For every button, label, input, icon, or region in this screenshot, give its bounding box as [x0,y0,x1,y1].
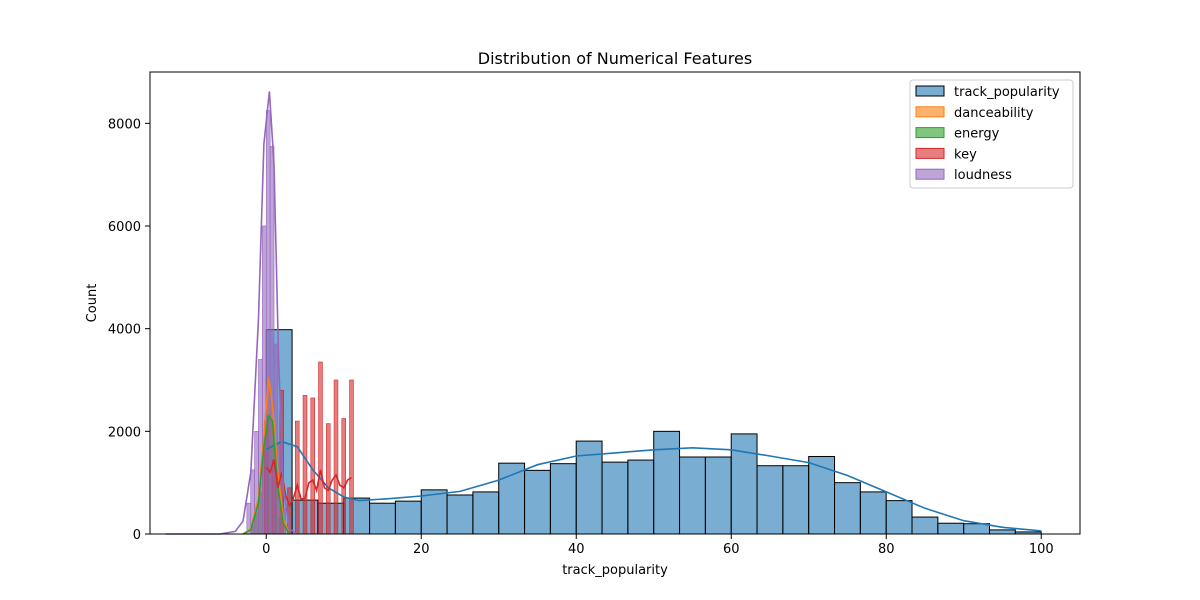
plot-area [165,91,1042,535]
bar-track_popularity [859,491,887,535]
bar-key [295,420,300,535]
y-tick-label: 8000 [108,117,141,132]
bar-loudness [262,225,267,535]
bar-loudness [258,359,263,535]
bar-track_popularity [653,430,681,535]
bar-track_popularity [808,455,836,535]
x-tick-label: 100 [1029,542,1054,557]
x-axis-label: track_popularity [562,563,668,578]
x-tick-label: 60 [723,542,740,557]
bar-key [341,418,346,535]
bar-track_popularity [394,500,422,535]
kde-line-track_popularity [265,440,1042,532]
x-tick-label: 40 [568,542,585,557]
y-axis-label: Count [85,284,100,323]
legend-swatch-energy [915,127,945,139]
bar-track_popularity [575,440,603,535]
x-tick-label: 0 [262,542,270,557]
plot-frame [149,71,1081,535]
legend-label-key: key [954,147,977,162]
bar-key [326,423,331,535]
bar-track_popularity [601,461,629,535]
kde-line-loudness [165,91,298,535]
bar-track_popularity [627,459,655,535]
bar-track_popularity [369,502,396,535]
legend-label-danceability: danceability [954,106,1034,121]
bar-loudness [269,146,275,535]
bar-key [349,379,354,535]
legend-swatch-key [915,147,945,159]
legend-swatch-track_popularity [915,85,945,97]
bar-track_popularity [834,482,861,535]
bar-track_popularity [498,462,526,535]
y-tick-label: 2000 [108,425,141,440]
bar-key [318,361,323,535]
bar-track_popularity [679,456,706,535]
x-tick-label: 20 [413,542,430,557]
bar-track_popularity [782,465,810,535]
bar-track_popularity [704,456,732,535]
legend-box [909,79,1074,189]
y-tick-label: 0 [133,528,141,543]
y-tick-label: 6000 [108,220,141,235]
kde-line-key [265,459,352,508]
legend: track_popularity danceability energy key lou… [909,79,1074,189]
bar-track_popularity [756,465,784,535]
bar-track_popularity [963,523,991,535]
bar-track_popularity [472,491,500,535]
legend-swatch-loudness [915,168,945,180]
legend-label-track_popularity: track_popularity [954,85,1060,100]
bar-loudness [254,431,259,535]
x-tick-label: 80 [878,542,895,557]
bar-track_popularity [885,500,913,535]
x-axis: 0 20 40 60 80 100 [262,534,1054,557]
bar-track_popularity [937,522,965,535]
bar-track_popularity [343,497,371,535]
bar-key [302,395,308,535]
legend-label-loudness: loudness [954,168,1012,183]
bar-track_popularity [524,469,551,535]
kde-line-energy [242,413,291,535]
chart-title: Distribution of Numerical Features [478,49,752,68]
bar-track_popularity [730,433,758,535]
bar-track_popularity [549,463,577,535]
bar-key [333,379,339,535]
bar-track_popularity [911,516,939,535]
bar-track_popularity [446,494,474,535]
legend-label-energy: energy [954,127,1000,142]
bar-key [310,397,315,535]
bar-track_popularity [989,529,1016,535]
bar-track_popularity [420,489,448,535]
y-tick-label: 4000 [108,323,141,338]
legend-swatch-danceability [915,106,945,118]
y-axis: 0 2000 4000 6000 8000 [108,117,150,543]
